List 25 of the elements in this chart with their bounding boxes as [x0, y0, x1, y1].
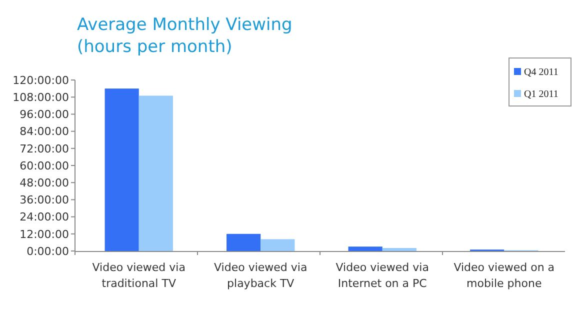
y-tick-label: 0:00:00: [26, 244, 69, 258]
bar: [382, 248, 416, 251]
y-tick-label: 120:00:00: [12, 74, 69, 87]
bar: [138, 96, 173, 251]
x-tick-label: Video viewed via playback TV: [214, 261, 308, 290]
y-tick-label: 72:00:00: [20, 142, 69, 156]
x-tick-label: Video viewed on a mobile phone: [454, 261, 555, 290]
y-tick-label: 36:00:00: [20, 194, 69, 207]
y-tick-label: 48:00:00: [20, 176, 69, 190]
chart-title: Average Monthly Viewing: [77, 15, 292, 35]
y-tick-label: 108:00:00: [12, 90, 69, 104]
chart-subtitle: (hours per month): [77, 37, 232, 57]
y-tick-label: 96:00:00: [20, 108, 69, 122]
x-tick-label: Video viewed via Internet on a PC: [336, 261, 429, 290]
bar: [226, 234, 261, 251]
y-tick-label: 12:00:00: [20, 228, 69, 241]
y-tick-label: 84:00:00: [20, 125, 69, 138]
bar: [104, 88, 139, 251]
x-tick-label: Video viewed via traditional TV: [92, 261, 186, 290]
legend-label: Q4 2011: [524, 67, 558, 78]
y-tick-label: 60:00:00: [20, 159, 69, 172]
legend-label: Q1 2011: [524, 89, 558, 100]
y-tick-label: 24:00:00: [20, 210, 69, 224]
bar: [348, 246, 382, 251]
bar: [260, 239, 295, 251]
